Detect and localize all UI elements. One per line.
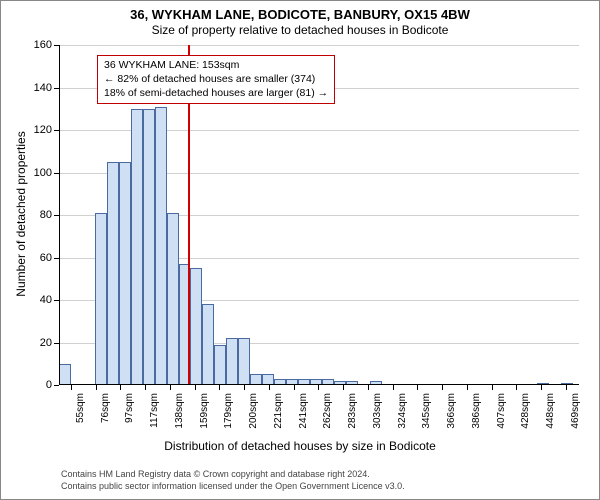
x-tick-mark [343, 385, 344, 390]
x-tick-mark [566, 385, 567, 390]
chart-title-address: 36, WYKHAM LANE, BODICOTE, BANBURY, OX15… [1, 7, 599, 22]
x-axis-label: Distribution of detached houses by size … [1, 439, 599, 453]
histogram-bar [155, 107, 167, 385]
y-tick-label: 60 [24, 252, 52, 264]
y-tick-label: 40 [24, 294, 52, 306]
x-tick-mark [417, 385, 418, 390]
histogram-bar [202, 304, 214, 385]
histogram-bar [107, 162, 119, 385]
histogram-bar [190, 268, 202, 385]
y-tick-label: 160 [24, 39, 52, 51]
x-tick-mark [145, 385, 146, 390]
footer-line-1: Contains HM Land Registry data © Crown c… [61, 469, 405, 481]
x-tick-mark [393, 385, 394, 390]
y-tick-label: 140 [24, 82, 52, 94]
x-tick-mark [318, 385, 319, 390]
gridline [59, 45, 579, 46]
x-tick-mark [368, 385, 369, 390]
histogram-bar [119, 162, 131, 385]
y-tick-mark [54, 385, 59, 386]
histogram-bar [131, 109, 143, 385]
chart-subtitle: Size of property relative to detached ho… [1, 23, 599, 37]
annotation-line-2: ← 82% of detached houses are smaller (37… [104, 72, 328, 86]
x-tick-mark [467, 385, 468, 390]
x-tick-mark [120, 385, 121, 390]
histogram-bar [143, 109, 155, 385]
histogram-bar [238, 338, 250, 385]
y-tick-label: 0 [24, 379, 52, 391]
annotation-box: 36 WYKHAM LANE: 153sqm ← 82% of detached… [97, 55, 335, 104]
attribution-footer: Contains HM Land Registry data © Crown c… [61, 469, 405, 492]
x-tick-mark [492, 385, 493, 390]
histogram-bar [59, 364, 71, 385]
x-tick-mark [269, 385, 270, 390]
annotation-line-3: 18% of semi-detached houses are larger (… [104, 86, 328, 100]
y-tick-label: 100 [24, 167, 52, 179]
x-tick-mark [96, 385, 97, 390]
histogram-bar [214, 345, 226, 385]
y-tick-label: 80 [24, 209, 52, 221]
x-tick-mark [516, 385, 517, 390]
y-axis-line [59, 45, 60, 385]
x-tick-mark [541, 385, 542, 390]
x-tick-mark [219, 385, 220, 390]
chart-container: 36, WYKHAM LANE, BODICOTE, BANBURY, OX15… [0, 0, 600, 500]
x-tick-mark [244, 385, 245, 390]
y-tick-label: 20 [24, 337, 52, 349]
y-tick-label: 120 [24, 124, 52, 136]
x-tick-mark [170, 385, 171, 390]
x-tick-mark [195, 385, 196, 390]
histogram-bar [95, 213, 107, 385]
histogram-bar [226, 338, 238, 385]
x-tick-mark [442, 385, 443, 390]
histogram-bar [167, 213, 179, 385]
footer-line-2: Contains public sector information licen… [61, 481, 405, 493]
annotation-line-1: 36 WYKHAM LANE: 153sqm [104, 58, 328, 72]
x-tick-mark [71, 385, 72, 390]
x-tick-mark [294, 385, 295, 390]
